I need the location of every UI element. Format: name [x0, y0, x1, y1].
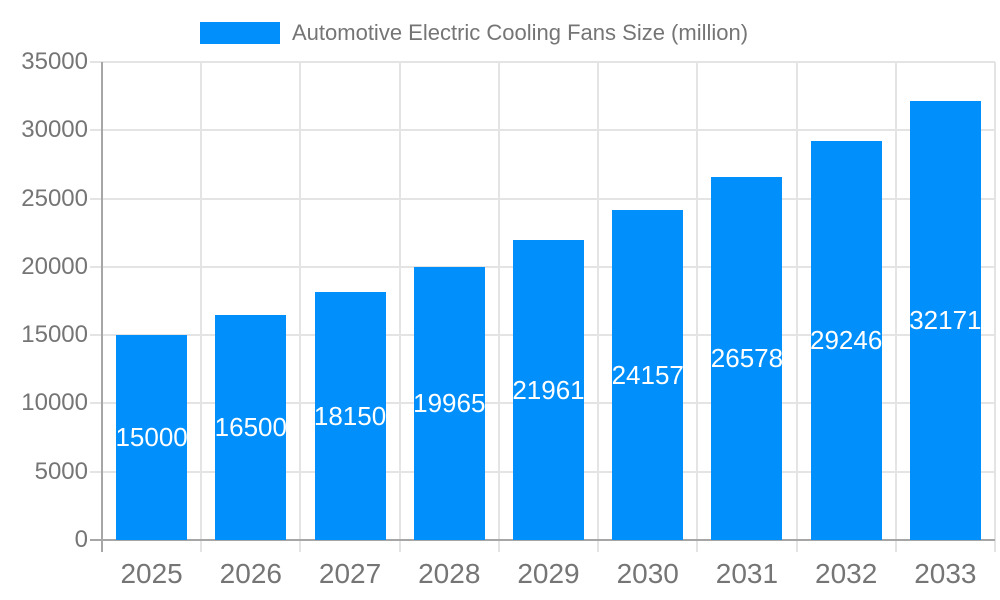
y-axis-tick-label: 5000 — [0, 458, 88, 486]
y-axis-tick-label: 15000 — [0, 321, 88, 349]
y-axis-tick-text: 35000 — [21, 48, 88, 75]
x-axis-tick-text: 2026 — [219, 558, 282, 589]
y-axis-tick-label: 10000 — [0, 389, 88, 417]
v-gridline — [795, 62, 798, 552]
v-gridline — [497, 62, 500, 552]
y-axis-tick-label: 20000 — [0, 253, 88, 281]
bar[interactable] — [909, 100, 981, 540]
v-gridline — [597, 62, 600, 552]
y-axis-tick-label: 0 — [0, 526, 88, 554]
bar[interactable] — [314, 292, 386, 540]
v-gridline — [299, 62, 302, 552]
x-axis-tick-label: 2032 — [797, 558, 896, 590]
bar[interactable] — [513, 240, 584, 540]
y-axis-line — [101, 62, 103, 552]
v-gridline — [696, 62, 699, 552]
y-axis-tick-text: 0 — [74, 526, 88, 553]
y-axis-tick-text: 15000 — [21, 321, 88, 349]
v-gridline — [894, 62, 897, 552]
bar[interactable] — [215, 314, 287, 540]
y-axis-tick-text: 20000 — [21, 252, 88, 280]
y-axis-tick-label: 25000 — [0, 185, 88, 213]
x-axis-tick-text: 2031 — [715, 558, 779, 589]
x-axis-tick-text: 2025 — [120, 558, 183, 589]
legend-swatch — [200, 22, 280, 44]
v-gridline — [398, 62, 401, 552]
x-axis-line — [90, 539, 995, 541]
bar[interactable] — [612, 210, 684, 540]
bar[interactable] — [711, 177, 783, 540]
y-axis-tick-text: 30000 — [21, 116, 88, 144]
v-gridline — [994, 62, 996, 552]
x-axis-tick-label: 2025 — [102, 558, 201, 590]
x-axis-tick-label: 2030 — [598, 558, 697, 590]
x-axis-tick-text: 2030 — [616, 558, 679, 589]
x-axis-tick-text: 2029 — [517, 558, 580, 589]
y-axis-tick-label: 35000 — [0, 48, 88, 76]
x-axis-tick-label: 2033 — [896, 558, 995, 590]
v-gridline — [200, 62, 203, 552]
x-axis-tick-text: 2032 — [815, 558, 878, 589]
x-axis-tick-text: 2027 — [318, 558, 382, 589]
x-axis-tick-text: 2028 — [418, 558, 481, 589]
y-axis-tick-text: 5000 — [34, 457, 88, 485]
bar[interactable] — [810, 140, 882, 540]
y-axis-tick-text: 10000 — [21, 389, 88, 417]
bar[interactable] — [413, 267, 485, 540]
x-axis-tick-label: 2031 — [697, 558, 796, 590]
y-axis-tick-text: 25000 — [21, 184, 88, 212]
h-gridline — [90, 61, 995, 63]
x-axis-tick-label: 2028 — [400, 558, 499, 590]
y-axis-tick-label: 30000 — [0, 116, 88, 144]
h-gridline — [90, 197, 995, 200]
h-gridline — [90, 129, 995, 132]
x-axis-tick-label: 2026 — [201, 558, 300, 590]
legend-label: Automotive Electric Cooling Fans Size (m… — [292, 20, 749, 45]
bar[interactable] — [116, 335, 188, 540]
x-axis-tick-text: 2033 — [914, 558, 977, 589]
x-axis-tick-label: 2027 — [300, 558, 399, 590]
legend-item[interactable]: Automotive Electric Cooling Fans Size (m… — [200, 20, 748, 46]
x-axis-tick-label: 2029 — [499, 558, 598, 590]
